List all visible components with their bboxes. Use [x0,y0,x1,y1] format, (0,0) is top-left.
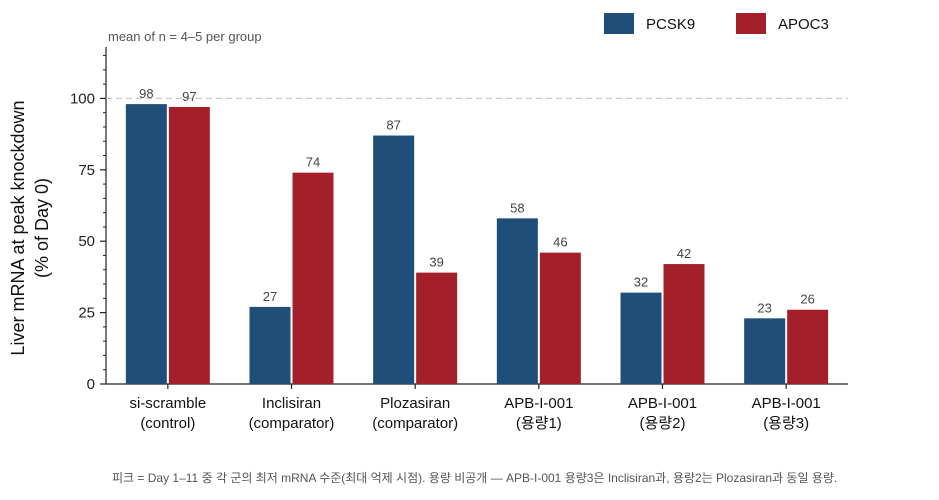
legend-label-apoc3: APOC3 [778,16,829,33]
data-label: 26 [800,292,814,307]
bar-apoc3-3 [539,252,581,384]
bars [125,104,829,384]
category-label: (comparator) [249,415,335,432]
category-label: (comparator) [372,415,458,432]
bar-pcsk9-2 [373,135,415,384]
category-label: (용량3) [763,415,809,432]
data-label: 39 [429,255,443,270]
y-axis-label: Liver mRNA at peak knockdown (% of Day 0… [8,100,52,355]
category-label: APB-I-001 [752,395,821,412]
category-label: si-scramble [129,395,206,412]
legend-label-pcsk9: PCSK9 [646,16,695,33]
data-label: 87 [386,118,400,133]
chart-subtitle: mean of n = 4–5 per group [108,29,262,44]
category-label: (용량1) [516,415,562,432]
data-label: 42 [677,246,691,261]
bar-pcsk9-1 [249,306,291,384]
data-label: 46 [553,235,567,250]
data-label: 32 [634,275,648,290]
bar-apoc3-2 [416,272,458,384]
y-axis-label-line2: (% of Day 0) [32,178,52,278]
data-label: 74 [306,155,320,170]
data-label: 23 [757,300,771,315]
bar-pcsk9-4 [620,292,662,384]
bar-apoc3-4 [663,264,705,384]
y-tick-label: 50 [78,233,95,250]
bar-pcsk9-0 [125,104,167,384]
bar-apoc3-0 [168,106,210,384]
bar-apoc3-1 [292,172,334,384]
legend-swatch-pcsk9 [604,13,634,34]
data-label: 97 [182,89,196,104]
bar-pcsk9-5 [744,318,786,384]
footnote: 피크 = Day 1–11 중 각 군의 최저 mRNA 수준(최대 억제 시점… [112,471,837,485]
y-tick-label: 75 [78,162,95,179]
category-label: Inclisiran [262,395,321,412]
category-label: APB-I-001 [504,395,573,412]
category-label: Plozasiran [380,395,450,412]
y-tick-label: 25 [78,305,95,322]
y-tick-label: 0 [87,376,95,393]
category-label: (control) [140,415,195,432]
data-label: 58 [510,200,524,215]
legend-swatch-apoc3 [736,13,766,34]
y-tick-label: 100 [70,90,95,107]
category-label: APB-I-001 [628,395,697,412]
data-label: 98 [139,86,153,101]
bar-apoc3-5 [787,309,829,384]
y-axis-label-line1: Liver mRNA at peak knockdown [8,100,28,355]
legend: PCSK9 APOC3 [604,13,829,34]
bar-pcsk9-3 [496,218,538,384]
axes: 0 25 50 75 100 si-scramble (control) Inclisiran… [70,47,848,432]
category-label: (용량2) [640,415,686,432]
data-label: 27 [263,289,277,304]
data-labels: 98 97 27 74 87 39 58 46 32 42 23 26 [139,86,815,315]
